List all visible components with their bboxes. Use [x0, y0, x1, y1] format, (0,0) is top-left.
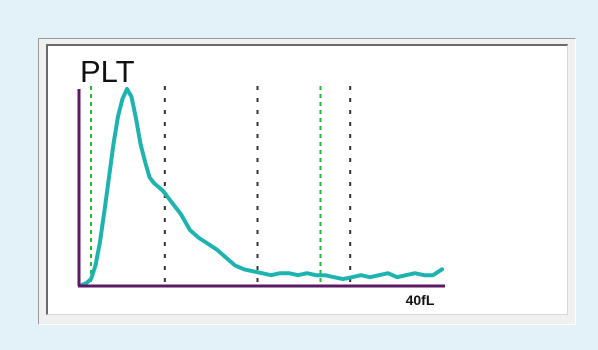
threshold-lines	[90, 86, 352, 285]
distribution-curve-1	[80, 87, 444, 287]
series-group	[80, 87, 444, 287]
x-axis-label: 40fL	[406, 292, 435, 308]
plot-area	[46, 44, 568, 315]
chart-title: PLT	[80, 54, 135, 89]
